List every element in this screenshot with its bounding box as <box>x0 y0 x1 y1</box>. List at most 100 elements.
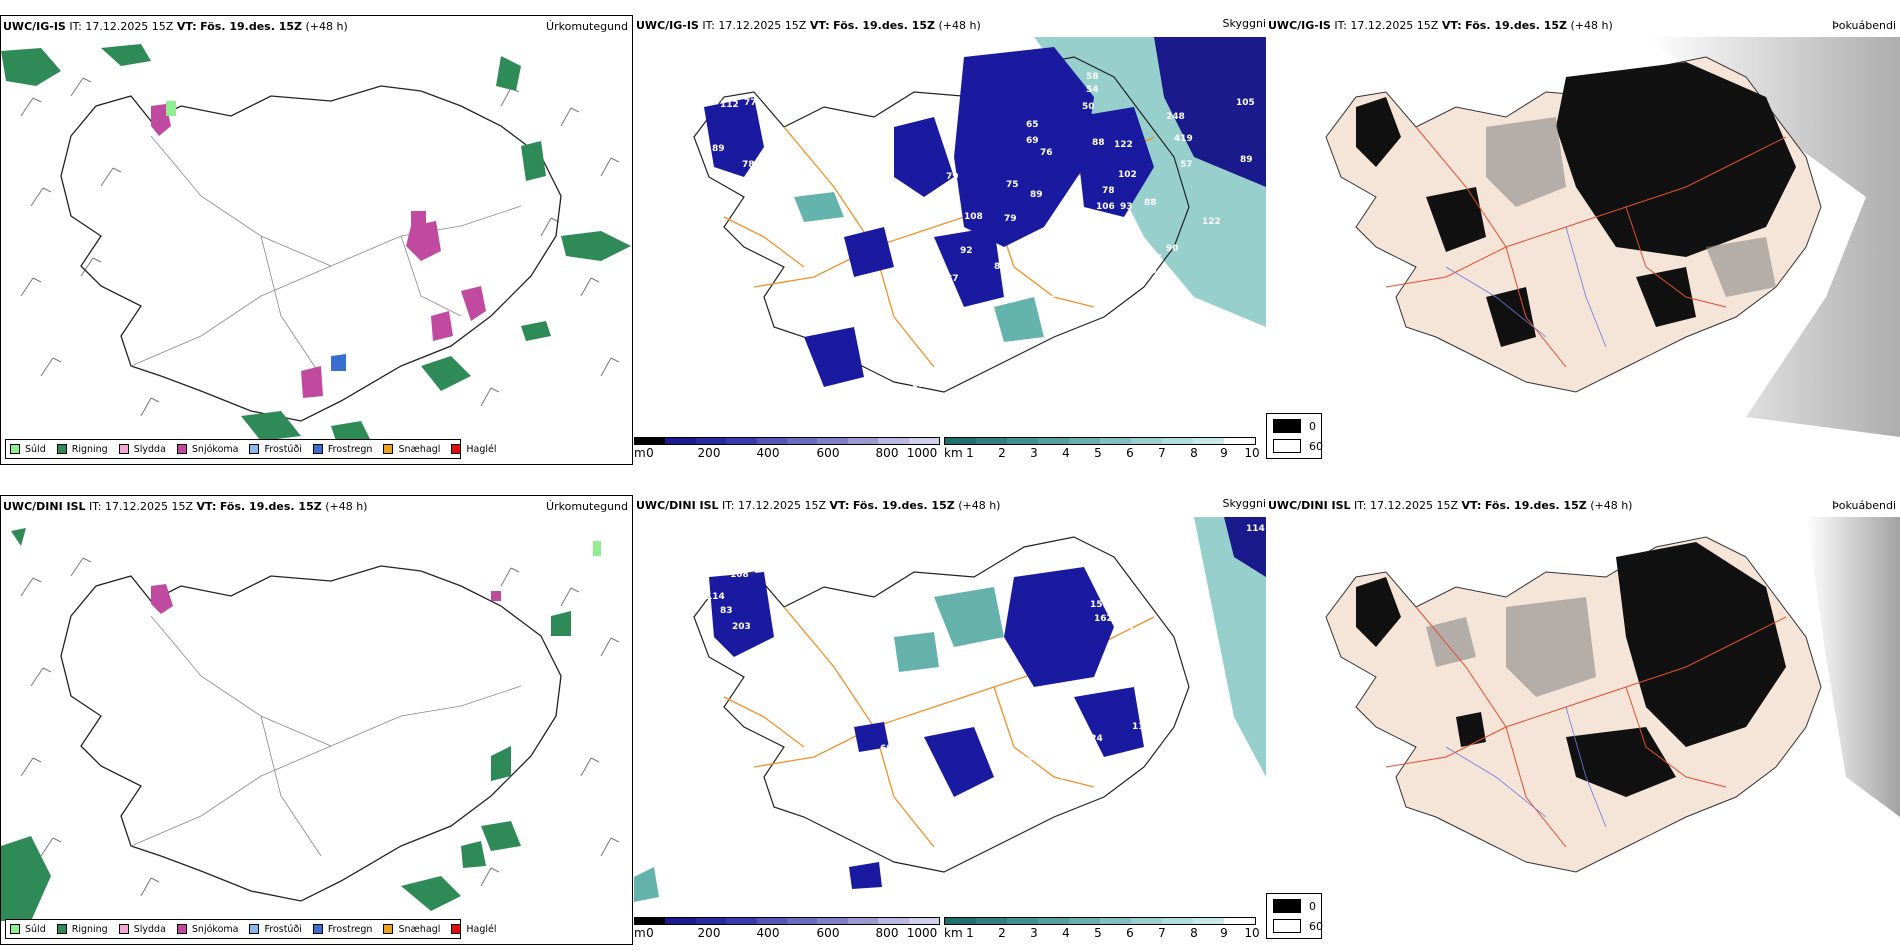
cloud-base-label: 248 <box>1166 112 1185 122</box>
colorbar-tick: 8 <box>1190 926 1198 940</box>
colorbar-unit: m <box>634 926 646 940</box>
legend-swatch <box>451 924 462 934</box>
cloud-base-label: 114 <box>706 592 725 602</box>
fog-key-label: 60 <box>1309 919 1323 933</box>
cloud-base-label: 75 <box>1006 180 1019 190</box>
legend-swatch <box>10 924 20 934</box>
cloud-base-label: 50 <box>1082 102 1095 112</box>
cloud-base-label: 87 <box>768 200 781 210</box>
cloud-base-label: 66 <box>1096 302 1109 312</box>
low-cloud-areas <box>709 567 1144 889</box>
cloud-base-label: 112 <box>720 100 739 110</box>
legend-swatch <box>56 444 67 454</box>
legend-item-freezing-drizzle: Frostúði <box>249 924 302 935</box>
cloud-base-label: 108 <box>1016 284 1035 294</box>
cloud-base-label: 162 <box>1094 614 1113 624</box>
colorbar-tick: 1000 <box>906 446 938 460</box>
rivers <box>1445 706 1607 828</box>
cloud-base-label: 81 <box>994 262 1007 272</box>
legend-item-freezing-rain: Frostregn <box>312 924 372 935</box>
fog-panel-row1: UWC/IG-IS IT: 17.12.2025 15Z VT: Fös. 19… <box>1266 15 1900 465</box>
cloud-base-label: 101 <box>1058 350 1077 360</box>
drizzle-areas <box>166 101 176 116</box>
cloud-base-label: 83 <box>720 606 733 616</box>
colorbar-tick: 1000 <box>906 926 938 940</box>
legend-item-rain: Rigning <box>56 444 108 455</box>
iceland-outline <box>60 565 562 902</box>
cloud-base-label: 76 <box>1040 148 1053 158</box>
cloud-base-label: 68 <box>912 364 925 374</box>
cloud-base-label: 197 <box>1112 600 1131 610</box>
panel-title: Úrkomutegund <box>546 500 628 513</box>
cloud-base-label: 107 <box>1128 626 1147 636</box>
fog-grey-areas <box>1486 117 1776 297</box>
cloud-base-label: 129 <box>1060 772 1079 782</box>
colorbar-tick: 9 <box>1220 446 1228 460</box>
colorbar-swatches <box>634 437 940 445</box>
legend-item-sleet: Slydda <box>118 444 166 455</box>
visibility-colorbar: km 1 2 3 4 5 6 7 8 9 10 <box>944 917 1260 947</box>
snow-areas <box>151 584 501 614</box>
fog-map <box>1325 37 1900 437</box>
legend-swatch <box>118 444 129 454</box>
colorbar-tick: 3 <box>1030 446 1038 460</box>
colorbar-tick: 7 <box>1158 926 1166 940</box>
colorbar-tick: 2 <box>998 926 1006 940</box>
cloud-base-label: 79 <box>1004 214 1017 224</box>
cloud-base-label: 89 <box>712 144 725 154</box>
low-cloud-areas <box>704 47 1154 387</box>
cloud-base-label: 78 <box>1144 266 1157 276</box>
legend-swatch <box>312 924 323 934</box>
legend-item-snow: Snjókoma <box>176 924 238 935</box>
colorbar-tick: 8 <box>1190 446 1198 460</box>
cloud-base-label: 96 <box>1160 278 1173 288</box>
cloud-base-label: 124 <box>1084 734 1103 744</box>
cloud-base-label: 52 <box>918 402 931 412</box>
cloud-base-label: 88 <box>1092 138 1105 148</box>
cloud-base-label: 78 <box>742 160 755 170</box>
cloud-base-label: 77 <box>744 98 757 108</box>
wind-barbs <box>20 77 620 417</box>
colorbar-tick: 800 <box>875 926 899 940</box>
cloud-base-label: 157 <box>1132 654 1151 664</box>
cloud-base-label: 45 <box>942 410 955 420</box>
cloud-base-label: 74 <box>764 134 777 144</box>
fog-key-label: 0 <box>1309 419 1316 433</box>
cloud-base-label: 58 <box>1086 72 1099 82</box>
cloud-base-label: 102 <box>1118 170 1137 180</box>
mid-visibility-areas <box>634 587 1004 902</box>
legend-item-snow: Snjókoma <box>176 444 238 455</box>
cloud-base-label: 79 <box>946 172 959 182</box>
cloud-base-label: 69 <box>1026 136 1039 146</box>
panel-header: UWC/IG-IS IT: 17.12.2025 15Z VT: Fös. 19… <box>3 20 348 33</box>
drizzle-areas <box>593 541 601 556</box>
iceland-outline <box>693 536 1190 873</box>
legend-swatch <box>312 444 323 454</box>
cloud-base-label: 111 <box>1132 722 1151 732</box>
legend-item-freezing-drizzle: Frostúði <box>249 444 302 455</box>
legend-swatch <box>451 444 462 454</box>
cloud-base-label: 57 <box>1180 160 1193 170</box>
snow-areas <box>151 104 486 398</box>
cloud-base-label: 146 <box>1020 754 1039 764</box>
legend-item-rain: Rigning <box>56 924 108 935</box>
legend-item-snow-pellets: Snæhagl <box>383 924 440 935</box>
colorbar-tick: 6 <box>1126 446 1134 460</box>
cloud-base-label: 61 <box>912 380 925 390</box>
cloud-base-labels: 58 54 50 105 89 65 69 76 88 122 248 419 … <box>712 72 1255 420</box>
legend-item-snow-pellets: Snæhagl <box>383 444 440 455</box>
cloud-base-label: 62 <box>1120 256 1133 266</box>
colorbar-tick: 9 <box>1220 926 1228 940</box>
colorbar-tick: 4 <box>1062 926 1070 940</box>
colorbar-tick: 5 <box>1094 926 1102 940</box>
legend-item-drizzle: Súld <box>10 924 46 935</box>
cloud-base-label: 127 <box>1144 640 1163 650</box>
cloud-base-label: 54 <box>1086 85 1099 95</box>
cloud-base-label: 92 <box>940 366 953 376</box>
legend-swatch <box>176 444 187 454</box>
colorbar-tick: 400 <box>756 446 780 460</box>
colorbar-tick: 7 <box>1158 446 1166 460</box>
colorbar-unit: km <box>944 926 963 940</box>
cloud-base-label: 93 <box>1120 202 1133 212</box>
panel-header: UWC/IG-IS IT: 17.12.2025 15Z VT: Fös. 19… <box>636 19 981 32</box>
